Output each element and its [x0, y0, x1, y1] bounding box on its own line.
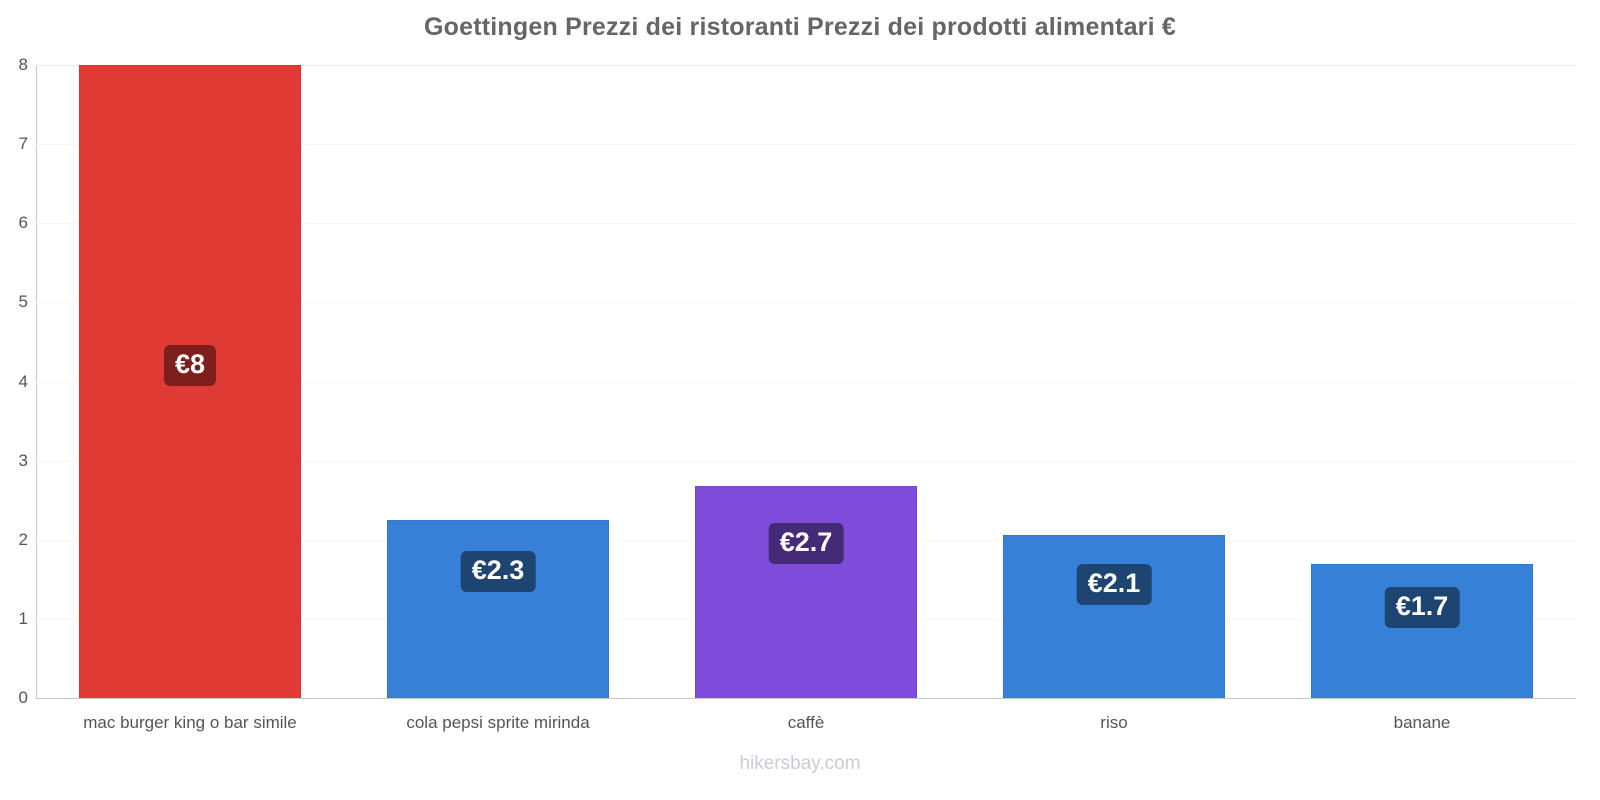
gridline-5 — [36, 302, 1576, 304]
y-axis-tick-2: 2 — [18, 529, 28, 549]
gridline-8 — [36, 65, 1576, 66]
bar-4[interactable]: €1.7 — [1311, 563, 1533, 698]
y-axis-tick-0: 0 — [18, 688, 28, 707]
gridline-7 — [36, 144, 1576, 146]
bar-1[interactable]: €2.3 — [387, 519, 609, 698]
x-axis-label-3: riso — [1100, 713, 1128, 732]
x-axis-label-4: banane — [1393, 713, 1451, 732]
y-axis-tick-7: 7 — [18, 134, 28, 154]
x-axis-label-0: mac burger king o bar simile — [83, 713, 297, 732]
x-axis-label-2: caffè — [787, 713, 825, 732]
y-axis-tick-6: 6 — [18, 213, 28, 233]
y-axis-tick-4: 4 — [18, 371, 28, 391]
gridline-6 — [36, 223, 1576, 225]
bar-value-label-1: €2.3 — [460, 551, 536, 593]
y-axis-tick-8: 8 — [18, 55, 28, 74]
bar-value-label-4: €1.7 — [1384, 587, 1460, 629]
y-axis-tick-3: 3 — [18, 450, 28, 470]
bar-value-label-0: €8 — [163, 344, 217, 386]
gridline-3 — [36, 460, 1576, 462]
plot-area: €8 €2.3 €2.7 €2.1 €1.7 — [36, 65, 1576, 699]
bar-3[interactable]: €2.1 — [1003, 535, 1225, 698]
bar-2[interactable]: €2.7 — [695, 485, 917, 698]
y-axis-tick-1: 1 — [18, 608, 28, 628]
gridline-0 — [36, 698, 1576, 699]
footer-attribution: hikersbay.com — [739, 753, 861, 774]
gridline-4 — [36, 381, 1576, 383]
bar-value-label-3: €2.1 — [1076, 563, 1152, 605]
chart-title: Goettingen Prezzi dei ristoranti Prezzi … — [423, 13, 1176, 41]
x-axis-label-1: cola pepsi sprite mirinda — [406, 713, 590, 732]
bar-0[interactable]: €8 — [79, 65, 301, 698]
bar-value-label-2: €2.7 — [768, 523, 844, 564]
y-axis-tick-5: 5 — [18, 292, 28, 312]
